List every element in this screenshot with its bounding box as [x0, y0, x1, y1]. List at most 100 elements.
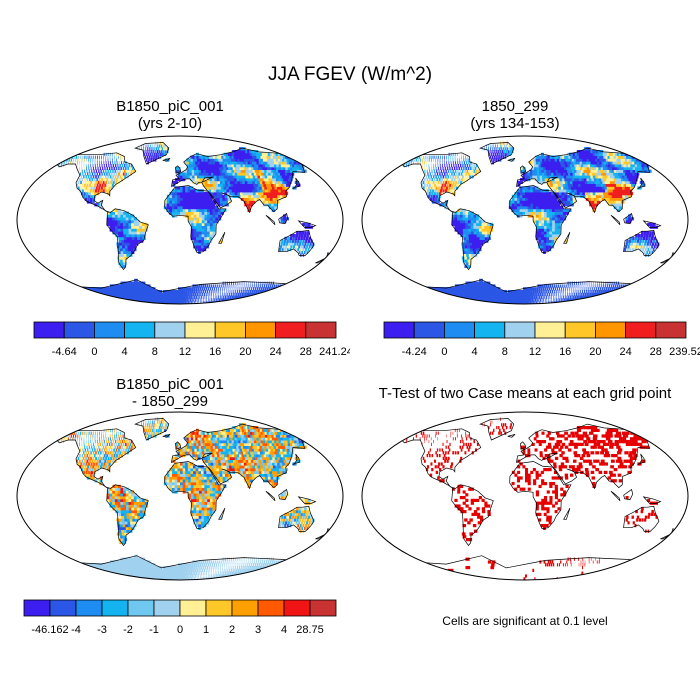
map-cell: [451, 220, 455, 224]
map-cell: [565, 183, 569, 187]
map-cell: [625, 242, 628, 246]
map-cell: [466, 253, 470, 257]
map-cell: [481, 228, 485, 232]
map-cell: [88, 164, 89, 168]
map-cell: [115, 166, 118, 170]
map-cell: [588, 169, 593, 173]
map-cell: [538, 197, 542, 201]
map-cell: [121, 164, 124, 168]
map-cell: [192, 295, 194, 299]
map-cell: [281, 292, 286, 296]
map-cell: [172, 301, 175, 304]
map-cell: [538, 225, 542, 229]
map-cell: [122, 220, 127, 224]
map-cell: [81, 166, 83, 170]
map-cell: [538, 194, 542, 198]
map-cell: [406, 161, 408, 165]
map-cell: [545, 292, 547, 296]
map-cell: [84, 169, 86, 173]
map-cell: [144, 225, 148, 229]
map-cell: [542, 295, 544, 299]
map-cell: [285, 292, 290, 296]
map-cell: [549, 211, 553, 215]
map-cell: [240, 183, 245, 187]
map-cell: [557, 166, 561, 170]
map-cell: [244, 164, 250, 168]
map-cell: [239, 295, 242, 299]
map-cell: [101, 155, 102, 159]
map-cell: [542, 158, 546, 162]
map-cell: [622, 186, 627, 190]
map-cell: [497, 287, 501, 291]
map-cell: [239, 287, 241, 291]
map-cell: [201, 236, 205, 240]
map-cell: [447, 169, 450, 173]
map-cell: [605, 287, 608, 291]
map-cell: [651, 245, 654, 249]
map-cell: [478, 220, 482, 224]
map-cell: [627, 180, 632, 184]
map-cell: [269, 292, 273, 296]
map-cell: [428, 298, 437, 302]
map-cell: [499, 292, 503, 296]
map-cell: [79, 172, 82, 176]
map-cell: [102, 169, 105, 173]
map-cell: [95, 298, 103, 302]
map-cell: [225, 183, 229, 187]
map-cell: [544, 217, 548, 221]
map-cell: [203, 192, 207, 196]
map-cell: [590, 298, 594, 302]
map-cell: [222, 172, 227, 176]
map-cell: [302, 222, 306, 226]
map-cell: [248, 197, 253, 201]
map-cell: [462, 220, 466, 224]
map-cell: [186, 158, 190, 162]
map-cell: [541, 231, 545, 235]
map-cell: [437, 158, 439, 162]
map-cell: [582, 290, 584, 294]
map-cell: [258, 281, 260, 285]
map-cell: [182, 211, 186, 215]
map-cell: [301, 155, 308, 159]
map-cell: [166, 206, 170, 210]
map-cell: [201, 197, 205, 201]
map-cell: [564, 197, 568, 201]
map-cell: [530, 295, 533, 299]
map-cell: [617, 189, 622, 193]
map-cell: [576, 301, 580, 304]
map-cell: [154, 152, 156, 156]
map-cell: [534, 172, 538, 176]
map-cell: [193, 290, 196, 294]
map-cell: [131, 228, 135, 232]
map-cell: [624, 192, 628, 196]
map-cell: [464, 245, 469, 249]
map-cell: [215, 186, 220, 190]
map-cell: [142, 231, 146, 235]
map-cell: [196, 225, 200, 229]
map-cell: [535, 236, 539, 240]
map-cell: [574, 178, 578, 182]
map-cell: [180, 192, 184, 196]
map-cell: [120, 234, 125, 238]
map-cell: [465, 161, 468, 165]
map-cell: [610, 183, 615, 187]
map-cell: [205, 186, 209, 190]
map-cell: [118, 178, 121, 182]
map-cell: [279, 180, 284, 184]
map-cell: [457, 222, 461, 226]
map-cell: [563, 290, 565, 294]
map-cell: [456, 152, 458, 156]
map-cell: [636, 242, 639, 246]
map-cell: [133, 217, 137, 221]
map-cell: [487, 284, 492, 288]
map-cell: [619, 295, 624, 299]
map-cell: [86, 183, 89, 187]
map-cell: [606, 295, 610, 299]
map-cell: [555, 161, 560, 165]
map-cell: [543, 166, 547, 170]
map-cell: [600, 175, 605, 179]
map-cell: [304, 231, 307, 235]
map-cell: [601, 164, 606, 168]
map-cell: [264, 175, 269, 179]
map-cell: [588, 161, 593, 165]
